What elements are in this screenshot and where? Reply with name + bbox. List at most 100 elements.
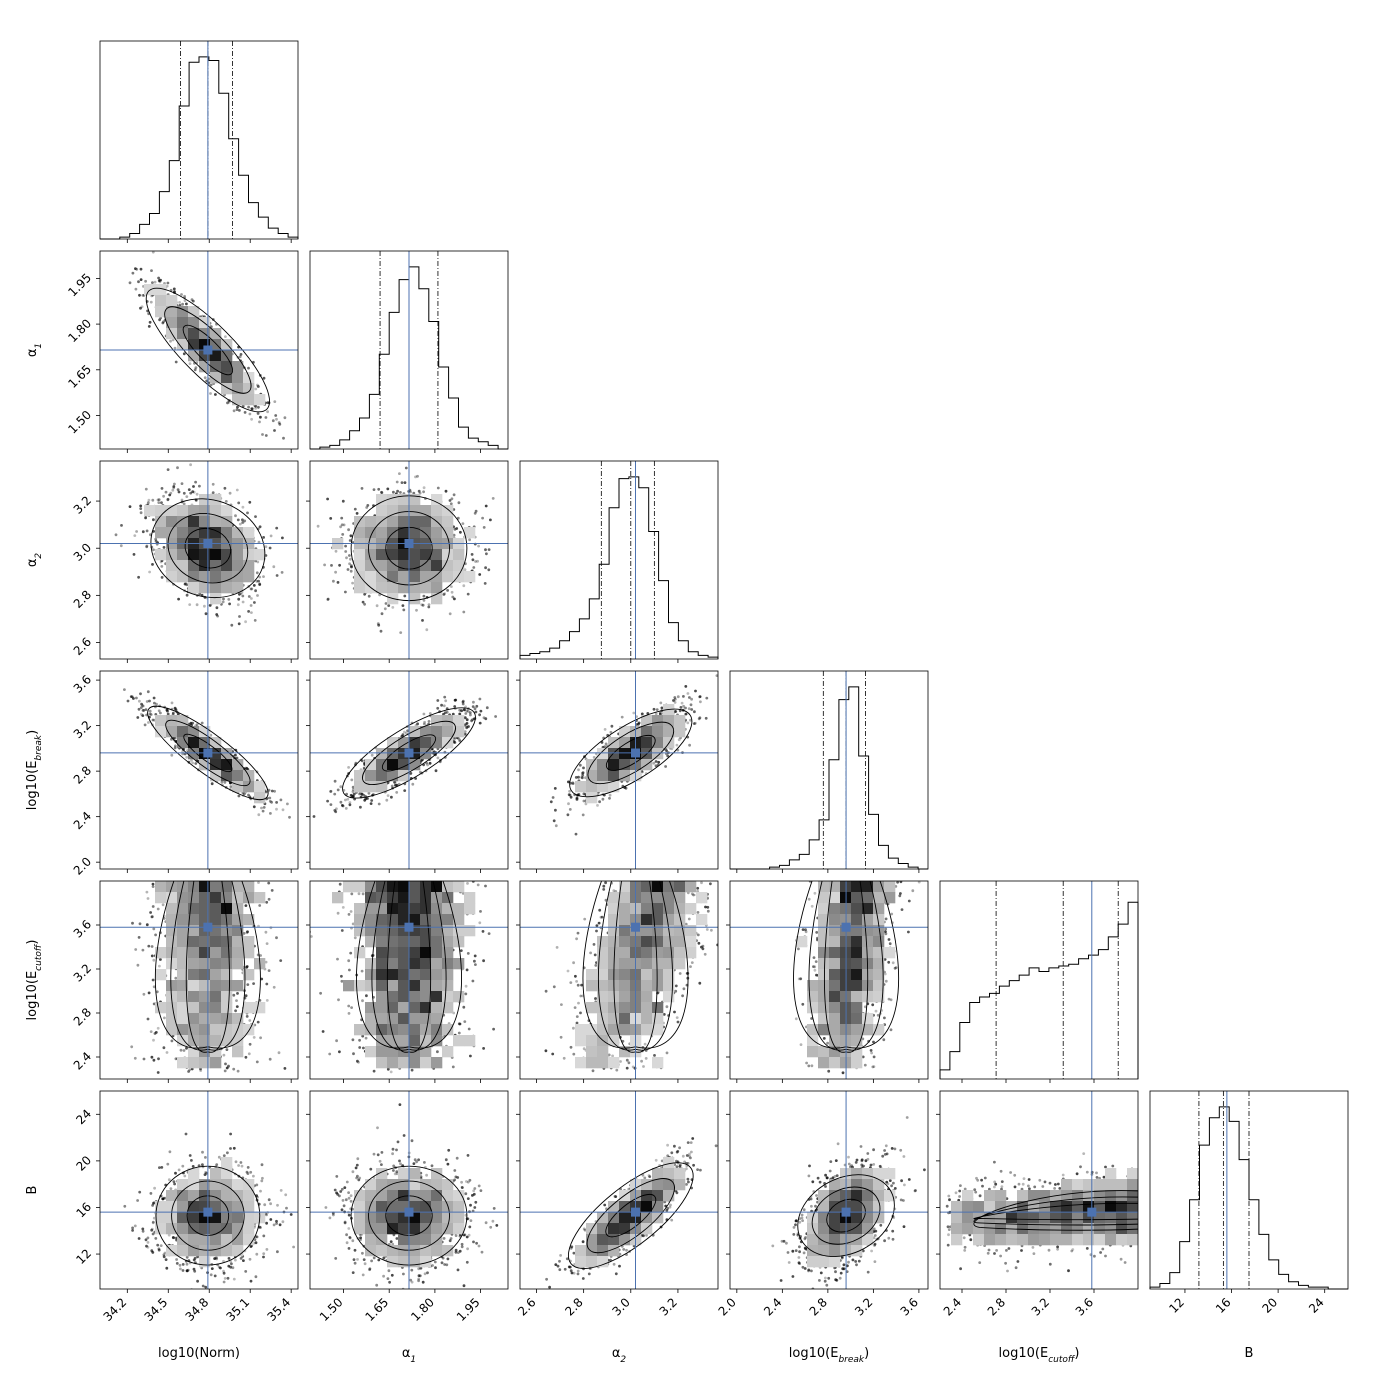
sample-point (598, 800, 601, 804)
sample-point (177, 597, 181, 601)
density-cell (376, 1046, 388, 1058)
sample-point (167, 1233, 171, 1237)
sample-point (464, 984, 468, 988)
sample-point (700, 881, 703, 885)
contour-line (973, 1190, 1138, 1231)
density-cell (210, 1013, 222, 1025)
density-cell (674, 903, 686, 915)
sample-point (194, 366, 198, 369)
sample-point (253, 619, 257, 622)
density-cell (1116, 1223, 1128, 1235)
density-cell (177, 914, 189, 926)
sample-point (267, 969, 271, 972)
sample-point (622, 1248, 626, 1251)
sample-point (265, 1248, 269, 1251)
sample-point (148, 570, 152, 574)
sample-point (340, 974, 343, 978)
y-axis-label-ebreak: log10(Ebreak) (25, 730, 44, 810)
density-cell (398, 969, 410, 981)
density-cell (387, 737, 399, 749)
density-cell (243, 1223, 255, 1235)
density-cell (674, 925, 686, 937)
density-cell (398, 1245, 410, 1257)
density-cell (597, 980, 609, 992)
density-cell (619, 748, 631, 760)
density-cell (365, 781, 377, 793)
sample-point (160, 1166, 164, 1169)
sample-point (250, 597, 253, 600)
sample-point (237, 597, 241, 601)
sample-point (959, 1184, 962, 1187)
density-cell (221, 361, 233, 373)
density-cell (155, 527, 167, 539)
density-cell (962, 1212, 974, 1224)
density-cell (1127, 1201, 1138, 1213)
sample-point (801, 1265, 805, 1269)
sample-point (881, 1154, 885, 1158)
density-cell (210, 881, 222, 893)
density-cell (1072, 1223, 1084, 1235)
sample-point (215, 1163, 219, 1166)
density-cell (188, 1013, 200, 1025)
density-cell (177, 1245, 189, 1257)
sample-point (580, 983, 583, 987)
sample-point (150, 954, 154, 958)
sample-point (444, 1158, 448, 1162)
density-cell (608, 1234, 620, 1246)
sample-point (805, 1061, 808, 1065)
sample-point (1070, 1249, 1074, 1253)
x-tick-label: 3.2 (1029, 1295, 1052, 1318)
sample-point (699, 1168, 702, 1172)
density-cell (663, 936, 675, 948)
density-cell (420, 571, 432, 583)
sample-point (160, 565, 164, 568)
sample-point (162, 1255, 166, 1259)
density-cell (1072, 1234, 1084, 1246)
density-cell (619, 892, 631, 904)
density-cell (586, 1035, 598, 1047)
density-cell (166, 549, 178, 561)
sample-point (152, 958, 156, 962)
sample-point (863, 1063, 867, 1067)
sample-point (993, 1180, 997, 1184)
truth-marker (841, 922, 851, 932)
sample-point (328, 1052, 332, 1056)
sample-point (353, 936, 357, 940)
density-cell (365, 958, 377, 970)
sample-point (133, 1224, 137, 1228)
sample-point (1123, 1261, 1127, 1264)
sample-point (468, 711, 472, 715)
sample-point (220, 780, 224, 784)
sample-point (370, 753, 374, 757)
sample-point (261, 433, 264, 436)
density-cell (376, 1002, 388, 1014)
density-cell (188, 748, 200, 760)
sample-point (246, 1166, 250, 1169)
sample-point (237, 1164, 241, 1167)
density-cell (851, 1245, 863, 1257)
sample-point (174, 1171, 177, 1175)
density-cell (1083, 1234, 1095, 1246)
sample-point (1054, 1183, 1057, 1186)
sample-point (555, 946, 559, 949)
sample-point (357, 892, 361, 896)
density-cell (155, 1212, 167, 1224)
x-tick-label: 16 (1213, 1295, 1234, 1316)
sample-point (544, 1049, 548, 1053)
sample-point (810, 1017, 813, 1020)
density-cell (398, 914, 410, 926)
sample-point (907, 930, 910, 934)
sample-point (284, 1193, 288, 1197)
sample-point (342, 1204, 346, 1208)
sample-point (241, 404, 245, 408)
density-cell (243, 914, 255, 926)
sample-point (902, 1199, 905, 1202)
sample-point (672, 699, 675, 702)
sample-point (238, 615, 241, 618)
sample-point (690, 1150, 693, 1154)
density-cell (243, 1024, 255, 1036)
sample-point (610, 724, 614, 728)
sample-point (247, 595, 251, 598)
sample-point (604, 742, 608, 746)
density-cell (420, 516, 432, 528)
